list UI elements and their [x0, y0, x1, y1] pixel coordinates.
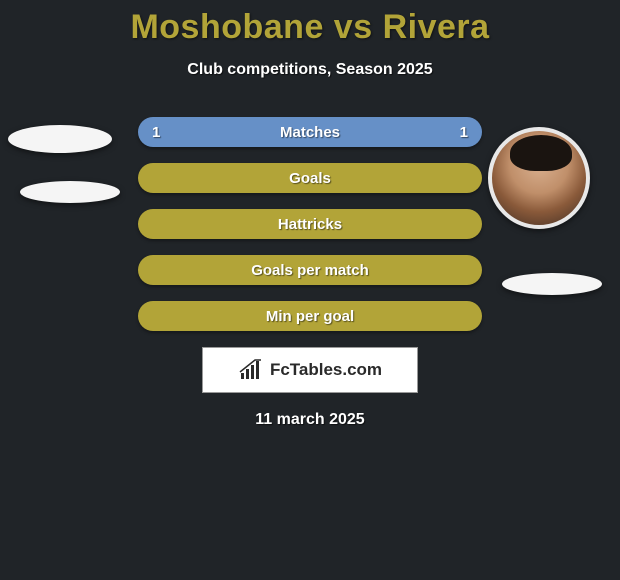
stat-label: Hattricks — [278, 216, 342, 233]
stat-row-mpg: Min per goal — [138, 301, 482, 331]
stat-rows: 1 Matches 1 Goals Hattricks Goals per ma… — [138, 117, 482, 331]
player-right-avatar — [488, 127, 590, 229]
stat-row-hattricks: Hattricks — [138, 209, 482, 239]
brand-text: FcTables.com — [270, 360, 382, 380]
brand-chart-icon — [238, 359, 264, 381]
stat-label: Goals per match — [251, 262, 369, 279]
player-right-badge — [502, 273, 602, 295]
stat-label: Matches — [280, 124, 340, 141]
stat-left-value: 1 — [152, 124, 160, 141]
stat-label: Goals — [289, 170, 331, 187]
stat-row-matches: 1 Matches 1 — [138, 117, 482, 147]
page-title: Moshobane vs Rivera — [0, 0, 620, 47]
stat-row-goals: Goals — [138, 163, 482, 193]
subtitle: Club competitions, Season 2025 — [0, 61, 620, 79]
stat-row-gpm: Goals per match — [138, 255, 482, 285]
player-left-avatar-2 — [20, 181, 120, 203]
brand-box: FcTables.com — [202, 347, 418, 393]
player-left-avatar-1 — [8, 125, 112, 153]
date-label: 11 march 2025 — [0, 411, 620, 429]
stat-right-value: 1 — [460, 124, 468, 141]
comparison-panel: 1 Matches 1 Goals Hattricks Goals per ma… — [0, 117, 620, 429]
stat-label: Min per goal — [266, 308, 354, 325]
